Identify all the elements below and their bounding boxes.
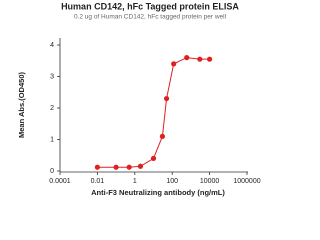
x-tick-label: 0.0001	[49, 178, 71, 185]
data-point	[207, 56, 213, 62]
data-point	[113, 164, 119, 170]
x-tick-label: 100	[166, 178, 178, 185]
y-tick-label: 3	[50, 73, 54, 80]
y-axis-label: Mean Abs.(OD450)	[17, 72, 26, 138]
x-tick-label: 1	[133, 178, 137, 185]
data-point	[159, 133, 166, 139]
x-axis-label: Anti-F3 Neutralizing antibody (ng/mL)	[91, 188, 225, 197]
chart: Human CD142, hFc Tagged protein ELISA 0.…	[17, 1, 261, 197]
data-point	[184, 55, 190, 61]
y-tick-label: 2	[50, 105, 54, 112]
data-point	[150, 155, 157, 161]
data-point	[126, 164, 132, 170]
chart-subtitle: 0.2 ug of Human CD142, hFc tagged protei…	[74, 14, 227, 21]
y-tick-label: 4	[50, 42, 54, 49]
fit-line	[97, 57, 210, 168]
chart-title: Human CD142, hFc Tagged protein ELISA	[61, 1, 239, 11]
x-tick-label: 1000000	[233, 178, 260, 185]
x-tick-label: 10000	[200, 178, 220, 185]
data-point	[197, 56, 203, 62]
data-point	[137, 163, 144, 169]
y-tick-label: 1	[50, 136, 54, 143]
x-tick-label: 0.01	[91, 178, 105, 185]
y-tick-label: 0	[50, 168, 54, 175]
data-point	[171, 61, 177, 67]
data-point	[94, 164, 100, 170]
data-point	[163, 95, 170, 102]
